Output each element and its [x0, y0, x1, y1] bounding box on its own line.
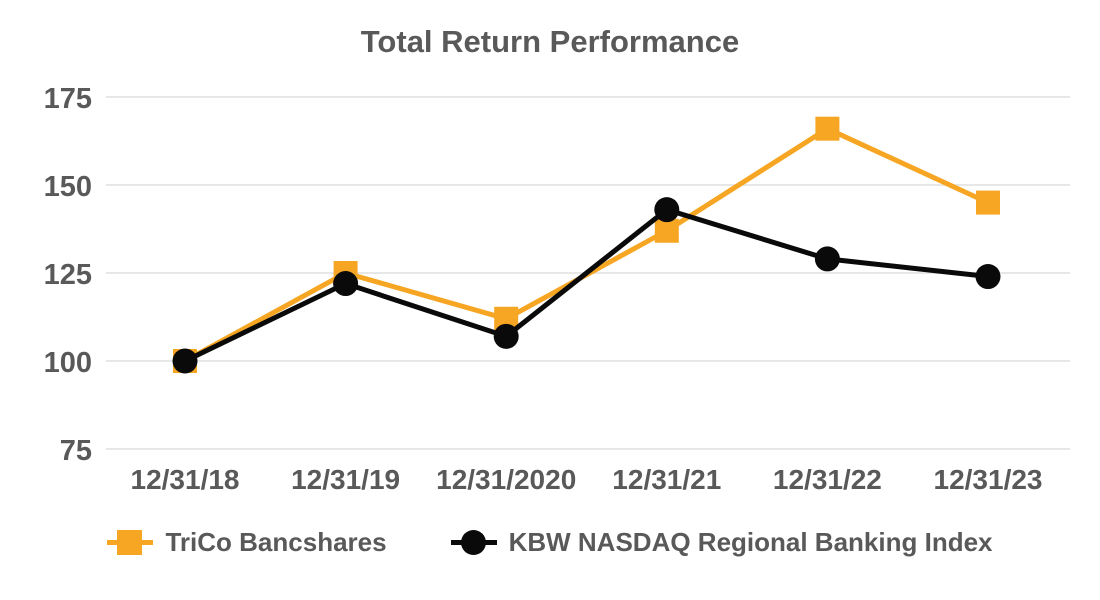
- x-axis-tick-label: 12/31/21: [612, 464, 721, 495]
- data-point-square: [654, 218, 679, 243]
- legend-label-kbw: KBW NASDAQ Regional Banking Index: [508, 527, 993, 557]
- square-marker-icon: [107, 529, 154, 557]
- y-axis-tick-label: 100: [44, 347, 92, 379]
- data-point-circle: [333, 271, 359, 297]
- legend-item-trico: TriCo Bancshares: [107, 527, 387, 558]
- x-axis-tick-label: 12/31/19: [291, 464, 400, 495]
- legend-shape: [117, 529, 143, 555]
- y-axis-tick-label: 175: [44, 83, 92, 115]
- data-point-square: [976, 190, 1000, 215]
- y-axis-tick-label: 150: [44, 171, 92, 203]
- x-axis-tick-label: 12/31/18: [131, 464, 240, 495]
- data-point-circle: [172, 348, 198, 374]
- data-point-circle: [493, 323, 519, 349]
- x-axis-tick-label: 12/31/22: [773, 464, 882, 495]
- x-axis-tick-label: 12/31/2020: [436, 464, 576, 495]
- y-axis-tick-label: 125: [44, 259, 92, 291]
- y-axis-tick-label: 75: [60, 435, 92, 467]
- series-line-kbw: [183, 206, 989, 364]
- circle-marker-icon: [450, 529, 497, 557]
- legend-item-kbw: KBW NASDAQ Regional Banking Index: [450, 527, 993, 558]
- data-point-circle: [654, 197, 680, 223]
- series-line-trico: [183, 125, 990, 364]
- chart-title: Total Return Performance: [360, 24, 740, 59]
- legend-label-trico: TriCo Bancshares: [165, 527, 387, 557]
- chart-legend: TriCo Bancshares KBW NASDAQ Regional Ban…: [0, 527, 1100, 558]
- legend-shape: [460, 529, 486, 555]
- data-point-circle: [975, 264, 1001, 290]
- line-chart-plot: 175 150 125 100 75 12/31/18 12/31/19 12/31/2020…: [44, 83, 1070, 495]
- data-point-square: [815, 116, 840, 141]
- x-axis-tick-label: 12/31/23: [934, 464, 1043, 495]
- data-point-circle: [814, 246, 840, 272]
